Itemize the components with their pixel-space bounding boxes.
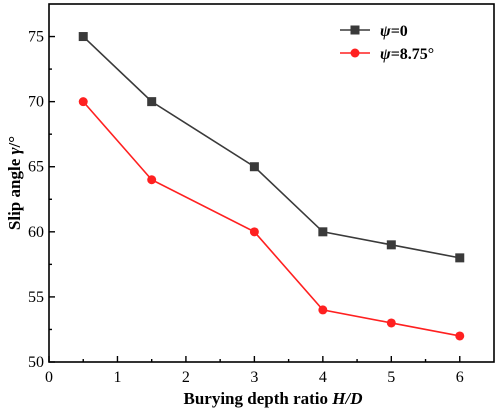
data-point [455,253,465,263]
x-tick-label: 2 [182,369,190,386]
x-axis-title-variable: H/D [331,389,362,408]
series-line [82,35,460,259]
series-2 [78,97,465,341]
x-tick-label: 1 [113,369,121,386]
data-point [78,32,88,42]
legend-label-symbol: ψ [380,23,391,40]
x-axis-title-prefix: Burying depth ratio [183,389,332,408]
legend-label: ψ=0 [380,23,408,40]
series-1 [78,32,465,263]
legend-marker [350,25,360,35]
data-point [455,331,465,341]
data-point [249,162,259,172]
legend-item-1: ψ=0 [340,23,408,40]
y-tick-label: 60 [28,224,44,241]
y-axis-title: Slip angle γ/° [5,136,24,230]
x-tick-label: 6 [456,369,464,386]
data-point [386,318,396,328]
legend-marker [350,48,360,58]
series-line [82,101,460,337]
legend-label-value: =8.75° [391,46,435,63]
legend-label-value: =0 [391,23,408,40]
legend-label-symbol: ψ [380,46,391,63]
data-point [386,240,396,250]
y-axis-title-prefix: Slip angle [5,155,24,231]
x-tick-label: 3 [250,369,258,386]
legend: ψ=0ψ=8.75° [340,23,434,63]
legend-item-2: ψ=8.75° [340,46,434,63]
y-tick-label: 75 [28,29,44,46]
plot-frame [48,3,495,363]
x-tick-label: 4 [319,369,327,386]
data-point [147,175,157,185]
y-axis-title-variable: γ [5,147,24,155]
y-tick-label: 50 [28,354,44,371]
data-point [249,227,259,237]
data-point [78,97,88,107]
axes: 0 1 2 3 4 5 6 50 55 60 65 70 75 [28,3,495,386]
x-tick-label: 0 [45,369,53,386]
legend-label: ψ=8.75° [380,46,434,63]
data-point [318,305,328,315]
y-tick-label: 55 [28,289,44,306]
data-point [147,97,157,107]
plot-area [78,32,465,341]
y-axis-title-unit: /° [5,136,24,149]
data-point [318,227,328,237]
y-tick-label: 70 [28,94,44,111]
y-tick-label: 65 [28,159,44,176]
x-tick-label: 5 [387,369,395,386]
x-axis-title: Burying depth ratio H/D [183,389,362,408]
